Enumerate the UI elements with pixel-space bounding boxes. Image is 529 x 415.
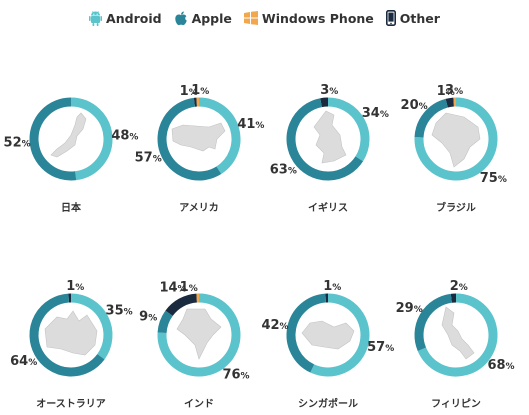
donut-segment-android (327, 97, 370, 162)
percent-label: 63% (270, 162, 297, 177)
country-label: オーストラリア (36, 398, 106, 410)
country-label: アメリカ (179, 202, 219, 214)
country-label: ブラジル (436, 201, 476, 214)
android-icon (89, 10, 103, 26)
percent-label: 57% (367, 340, 394, 355)
percent-label: 57% (135, 150, 162, 165)
country-map-silhouette (50, 112, 87, 158)
percent-label: 64% (10, 354, 37, 369)
percent-label: 3% (445, 83, 463, 98)
country-map-silhouette (431, 112, 481, 168)
donut-segment-apple (414, 293, 453, 352)
country-map-silhouette (301, 320, 355, 350)
donut-segment-apple (286, 98, 364, 181)
percent-label: 1% (180, 280, 198, 295)
country-map-silhouette (44, 310, 98, 356)
country-map-silhouette (313, 110, 347, 164)
donut-chart: 3% 34% 63% イギリス (270, 83, 389, 214)
donut-segment-android (198, 97, 241, 175)
donut-chart: 1% 35% 64% オーストラリア (10, 279, 133, 410)
country-map-silhouette (441, 306, 475, 360)
percent-label: 68% (487, 358, 514, 373)
donut-chart: 1% 57% 42% シンガポール (261, 279, 394, 410)
percent-label: 1% (66, 279, 84, 294)
legend-label-other: Other (399, 10, 440, 26)
donut-segment-android (414, 97, 498, 181)
donut-segment-apple (157, 310, 173, 334)
donut-segment-apple (286, 293, 327, 373)
percent-label: 2% (450, 279, 468, 294)
percent-label: 48% (111, 129, 138, 144)
apple-icon (174, 11, 187, 25)
donut-segment-other (165, 293, 198, 317)
percent-label: 35% (106, 304, 133, 319)
donut-segment-android (157, 293, 241, 377)
donut-chart: 3%1% 75% 20% ブラジル (401, 83, 507, 214)
donut-segment-other (320, 97, 329, 108)
donut-segment-apple (29, 97, 77, 181)
donut-chart: 14%1% 76% 9% インド (139, 280, 249, 410)
legend-label-apple: Apple (191, 10, 232, 26)
percent-label: 3% (320, 83, 338, 98)
donut-segment-android (70, 293, 113, 360)
donut-segment-apple (157, 97, 222, 181)
donut-chart: 1%1% 41% 57% アメリカ (135, 83, 265, 214)
percent-label: 9% (139, 310, 157, 325)
donut-segment-android (70, 97, 113, 181)
percent-label: 42% (261, 318, 288, 333)
percent-label: 52% (4, 135, 31, 150)
donut-chart: 48% 52% 日本 (4, 97, 138, 214)
donut-segment-other (445, 97, 455, 108)
country-map-silhouette (176, 308, 222, 360)
country-label: イギリス (308, 201, 348, 214)
legend-item-other: Other (385, 10, 440, 26)
percent-label: 1% (323, 279, 341, 294)
percent-label: 76% (222, 367, 249, 382)
legend-item-windows-phone: Windows Phone (243, 10, 374, 26)
country-label: インド (184, 398, 214, 410)
legend: Android Apple Windows Phone O (0, 6, 529, 30)
percent-label: 34% (362, 106, 389, 121)
legend-item-android: Android (89, 11, 162, 26)
donut-segment-android (417, 293, 498, 377)
percent-label: 20% (401, 98, 428, 113)
legend-label-windows-phone: Windows Phone (261, 10, 374, 26)
percent-label: 41% (237, 117, 264, 132)
percent-label: 75% (480, 171, 507, 186)
legend-label-android: Android (106, 10, 162, 26)
legend-item-apple: Apple (174, 11, 232, 26)
donut-segment-android (310, 293, 370, 377)
donut-segment-apple (29, 293, 105, 377)
windows-icon (243, 11, 258, 25)
donut-segment-apple (414, 98, 449, 138)
percent-label: 29% (396, 301, 423, 316)
percent-label: 1% (191, 83, 209, 98)
donut-chart: 2% 68% 29% フィリピン (396, 279, 515, 410)
country-label: シンガポール (298, 397, 358, 410)
country-map-silhouette (171, 122, 226, 152)
percent-label: 1% (180, 84, 198, 99)
percent-label: 1% (437, 84, 455, 99)
country-label: フィリピン (431, 398, 481, 410)
phone-icon (385, 10, 396, 26)
country-label: 日本 (61, 201, 82, 214)
percent-label: 14% (159, 281, 186, 296)
